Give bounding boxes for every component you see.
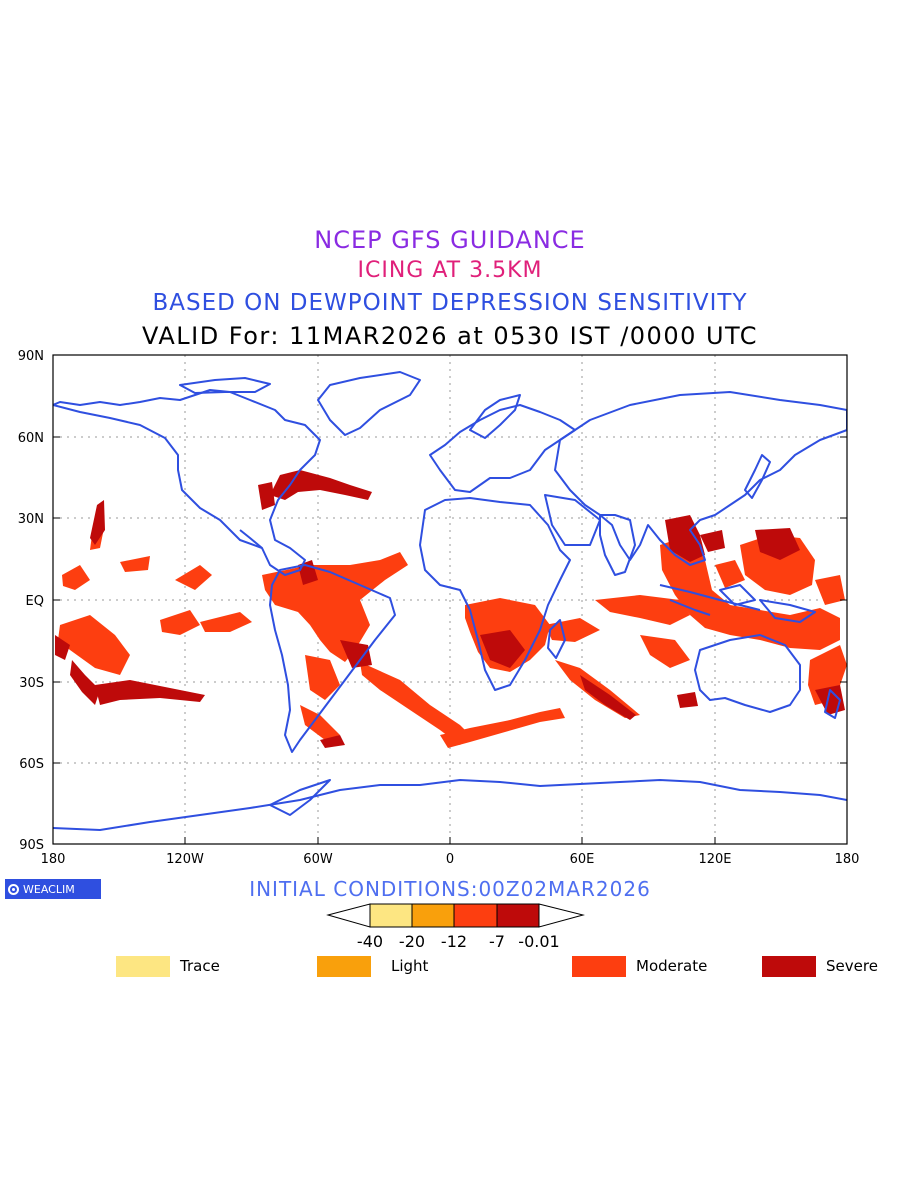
legend-item-severe: Severe xyxy=(762,955,878,977)
colorbar-right-arrow xyxy=(538,903,585,928)
colorbar-tick-1: -40 xyxy=(357,932,383,951)
weaclim-logo: WEACLIM xyxy=(5,879,101,899)
lon-label-60e: 60E xyxy=(570,852,595,867)
coastlines xyxy=(53,371,847,831)
colorbar-segment-trace xyxy=(369,903,413,928)
colorbar-tick-2: -20 xyxy=(399,932,425,951)
lat-label-60s: 60S xyxy=(19,757,44,772)
map-gridlines xyxy=(53,355,847,844)
colorbar-segment-severe xyxy=(496,903,540,928)
lon-label-180w: 180 xyxy=(41,852,66,867)
colorbar-left-arrow xyxy=(326,903,371,928)
legend-item-moderate: Moderate xyxy=(572,955,707,977)
lat-label-eq: EQ xyxy=(26,594,44,609)
legend-label-light: Light xyxy=(391,957,429,975)
lon-label-180e: 180 xyxy=(835,852,860,867)
map-ticks xyxy=(53,436,847,844)
lat-label-60n: 60N xyxy=(18,431,44,446)
weaclim-logo-icon xyxy=(8,883,19,895)
colorbar-segment-light xyxy=(411,903,455,928)
legend-label-trace: Trace xyxy=(180,957,220,975)
title-line-3: BASED ON DEWPOINT DEPRESSION SENSITIVITY xyxy=(152,290,748,316)
legend-swatch-moderate xyxy=(572,955,626,977)
latitude-labels: 90N 60N 30N EQ 30S 60S 90S xyxy=(18,349,44,853)
initial-conditions-label: INITIAL CONDITIONS:00Z02MAR2026 xyxy=(249,877,651,901)
legend-label-moderate: Moderate xyxy=(636,957,708,975)
valid-time-title: VALID For: 11MAR2026 at 0530 IST /0000 U… xyxy=(141,322,759,350)
lon-label-60w: 60W xyxy=(303,852,333,867)
lon-label-120e: 120E xyxy=(698,852,731,867)
title-line-2: ICING AT 3.5KM xyxy=(357,258,543,283)
legend-swatch-severe xyxy=(762,955,816,977)
legend-item-light: Light xyxy=(317,955,428,977)
legend-swatch-trace xyxy=(116,955,170,977)
icing-colorbar: -40 -20 -12 -7 -0.01 xyxy=(326,903,585,951)
legend-swatch-light xyxy=(317,955,371,977)
colorbar-segment-moderate xyxy=(453,903,498,928)
lon-label-0: 0 xyxy=(446,852,454,867)
lat-label-30n: 30N xyxy=(18,512,44,527)
world-icing-map: 90N 60N 30N EQ 30S 60S 90S 180 120W 60W … xyxy=(18,349,860,867)
title-line-1: NCEP GFS GUIDANCE xyxy=(314,226,586,254)
lat-label-30s: 30S xyxy=(19,676,44,691)
weaclim-logo-text: WEACLIM xyxy=(23,882,75,896)
colorbar-tick-4: -7 xyxy=(489,932,505,951)
colorbar-tick-5: -0.01 xyxy=(518,932,559,951)
legend-label-severe: Severe xyxy=(826,957,878,975)
lat-label-90n: 90N xyxy=(18,349,44,364)
lon-label-120w: 120W xyxy=(166,852,204,867)
legend-item-trace: Trace xyxy=(116,955,220,977)
colorbar-tick-3: -12 xyxy=(441,932,467,951)
lat-label-90s: 90S xyxy=(19,838,44,853)
longitude-labels: 180 120W 60W 0 60E 120E 180 xyxy=(41,852,860,867)
